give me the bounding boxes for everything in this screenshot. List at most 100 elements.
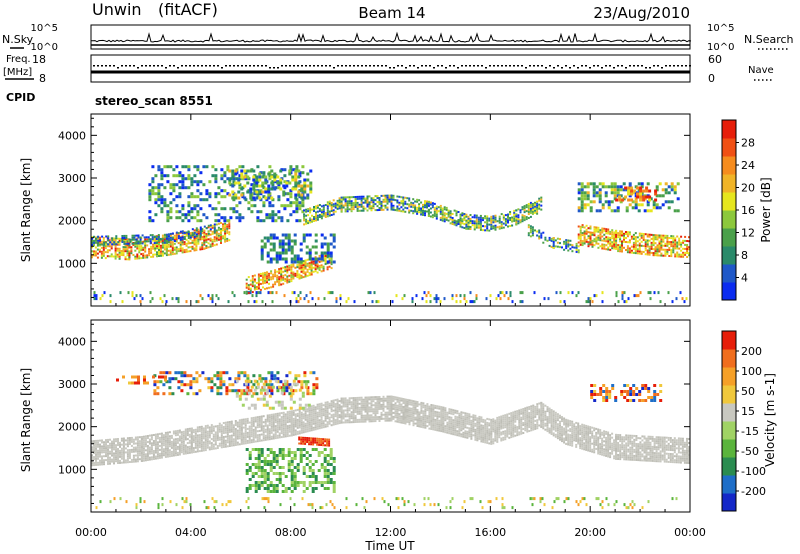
power-evening-hot-cell: [633, 189, 637, 193]
power-upper-core-cell: [297, 169, 301, 173]
power-mid-cell: [461, 218, 464, 221]
velocity-ground-cell: [190, 431, 193, 434]
power-evening-upper-cell: [601, 203, 605, 207]
power-mid-cell: [540, 200, 543, 203]
power-band-cell: [215, 239, 218, 242]
power-evening-upper-cell: [676, 209, 680, 213]
velocity-ground-cell: [174, 442, 177, 445]
power-desc-cell: [300, 264, 303, 267]
power-evening-cell: [668, 255, 671, 257]
power-evening-cell: [613, 231, 616, 234]
power-mid-tail-cell: [567, 239, 570, 242]
velocity-noise-cell: [471, 497, 474, 501]
velocity-ground-cell: [156, 453, 159, 456]
velocity-ground-cell: [226, 445, 229, 448]
power-upper-core-cell: [234, 193, 238, 197]
velocity-ground-cell: [186, 434, 189, 437]
power-mid-cell: [465, 213, 468, 216]
power-mid-cell: [358, 203, 361, 206]
power-band-cell: [160, 240, 162, 243]
velocity-ground-cell: [166, 435, 169, 438]
velocity-ground-cell: [202, 437, 205, 440]
power-desc-halo-cell: [284, 248, 288, 252]
power-desc-cell: [274, 271, 277, 274]
power-evening-upper-cell: [601, 185, 605, 189]
power-desc-cell: [257, 279, 260, 282]
power-band-cell: [185, 250, 188, 253]
velocity-noise-cell: [437, 503, 440, 507]
power-evening-hot-cell: [615, 198, 619, 202]
velocity-ground-cell: [107, 454, 109, 457]
power-evening-cell: [626, 247, 629, 250]
power-band-edge-cell: [129, 238, 132, 241]
power-desc-cell: [274, 273, 277, 276]
power-upper-cell: [166, 180, 170, 184]
power-evening-upper-cell: [637, 182, 641, 186]
power-mid-cell: [457, 211, 460, 213]
power-mid-cell: [527, 217, 530, 219]
power-evening-upper-cell: [613, 209, 617, 213]
power-band-cell: [169, 251, 172, 254]
power-band-edge-cell: [157, 234, 160, 236]
velocity-ground-cell: [210, 448, 213, 451]
velocity-ground-cell: [136, 450, 139, 453]
velocity-ground-cell: [226, 427, 229, 430]
power-evening-cell: [621, 246, 623, 249]
freq-strip-frame: [90, 54, 691, 83]
power-evening-upper-cell: [580, 194, 584, 198]
nave-trace-dot: [473, 65, 475, 67]
velocity-ground-cell: [178, 447, 181, 450]
power-mid-cell: [412, 210, 415, 213]
power-desc-cell: [280, 267, 283, 270]
velocity-ground-cell: [288, 424, 291, 427]
velocity-ground-cell: [254, 430, 257, 433]
power-noise-cell: [547, 297, 550, 301]
velocity-ground-cell: [298, 426, 301, 429]
power-evening-cell: [664, 248, 667, 251]
power-evening-cell: [668, 247, 671, 249]
power-evening-cell: [577, 241, 580, 244]
power-upper-cell: [184, 165, 188, 169]
velocity-ground-cell: [266, 430, 269, 433]
velocity-ground-cell: [111, 440, 113, 443]
power-mid-cell: [459, 215, 462, 218]
velocity-ground-cell: [220, 442, 223, 445]
velocity-ground-cell: [290, 422, 293, 425]
power-upper-cell: [190, 210, 194, 214]
velocity-ground-cell: [204, 449, 207, 452]
power-desc-halo-cell: [326, 260, 330, 264]
power-mid-tail-cell: [577, 249, 580, 252]
velocity-ground-cell: [95, 443, 97, 446]
power-desc-cell: [314, 268, 317, 271]
power-evening-upper-cell: [583, 197, 587, 201]
power-evening-upper-cell: [589, 182, 593, 186]
power-mid-cell: [330, 206, 333, 208]
power-evening-cell: [605, 244, 608, 247]
velocity-ground-cell: [326, 423, 329, 426]
power-noise-cell: [377, 300, 380, 304]
power-evening-cell: [672, 241, 675, 244]
power-desc-cell: [310, 273, 313, 276]
velocity-ground-cell: [200, 425, 203, 428]
velocity-ground-cell: [308, 409, 311, 412]
power-desc-cell: [259, 288, 262, 291]
power-mid-cell: [496, 220, 499, 223]
velocity-ground-cell: [282, 433, 285, 436]
power-mid-cell: [467, 215, 470, 218]
power-desc-halo-cell: [332, 245, 336, 249]
power-band-edge-cell: [183, 237, 186, 240]
velocity-ground-cell: [168, 441, 171, 444]
velocity-ground-cell: [168, 453, 171, 456]
velocity-ground-cell: [142, 453, 145, 456]
velocity-ground-cell: [292, 417, 295, 420]
nave-trace-dot: [481, 65, 483, 67]
power-band-cell: [142, 248, 145, 251]
power-mid-cell: [348, 198, 351, 201]
velocity-ground-cell: [218, 444, 221, 447]
power-band-cell: [152, 247, 155, 250]
velocity-ground-cell: [146, 447, 149, 449]
nave-trace-dot: [325, 65, 327, 67]
power-mid-cell: [447, 215, 450, 218]
power-evening-cell: [642, 245, 645, 247]
velocity-ground-cell: [238, 437, 241, 440]
